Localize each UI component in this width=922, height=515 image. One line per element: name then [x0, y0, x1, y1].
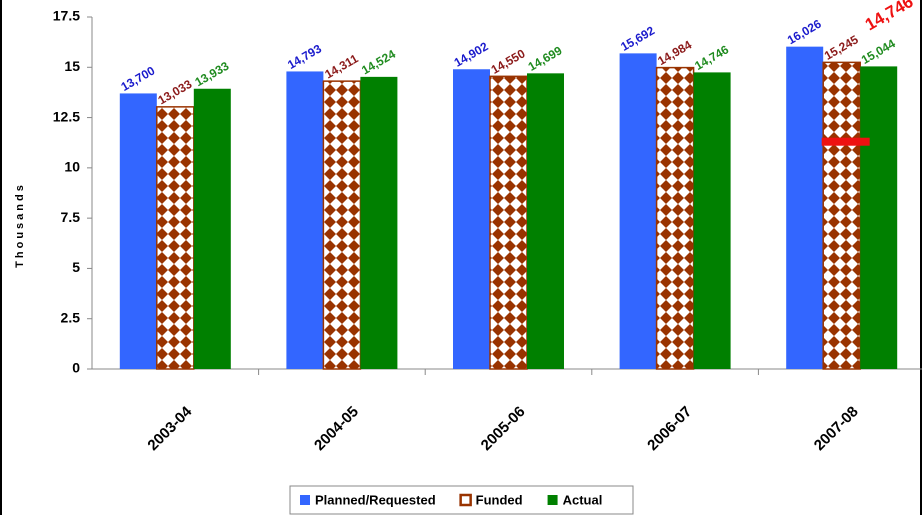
legend-label: Actual [563, 492, 603, 507]
y-axis-label: Thousands [14, 182, 26, 268]
value-label: 14,311 [322, 51, 360, 81]
bar [489, 75, 528, 370]
annotation: 14,746 [862, 0, 917, 34]
y-tick-label: 5 [72, 259, 80, 275]
value-label: 14,746 [692, 42, 731, 73]
value-label: 13,033 [155, 77, 194, 108]
value-label: 14,902 [452, 39, 491, 70]
legend-swatch [459, 493, 472, 507]
value-label: 15,245 [822, 32, 861, 63]
x-tick-label: 2004-05 [311, 403, 362, 454]
value-label: 14,984 [655, 37, 694, 68]
annotation-marker [821, 137, 870, 146]
bar [786, 46, 824, 369]
y-tick-label: 12.5 [53, 108, 80, 124]
bar [453, 69, 490, 370]
y-tick-label: 10 [64, 159, 80, 175]
bar [286, 71, 324, 369]
bar [527, 73, 564, 369]
bar [193, 88, 231, 370]
y-tick-label: 17.5 [53, 8, 80, 24]
y-tick-label: 15 [64, 58, 80, 74]
legend-swatch [547, 495, 558, 505]
y-tick-label: 7.5 [61, 209, 81, 225]
value-label: 13,700 [118, 63, 157, 94]
x-tick-label: 2003-04 [144, 403, 195, 454]
value-label: 14,524 [359, 47, 398, 78]
legend-swatch [300, 495, 310, 505]
bar [619, 53, 657, 369]
legend-label: Funded [476, 492, 523, 507]
x-tick-label: 2007-08 [811, 403, 862, 454]
value-label: 14,793 [285, 41, 324, 72]
bar [693, 72, 731, 369]
y-tick-label: 2.5 [61, 309, 81, 325]
legend-label: Planned/Requested [315, 492, 436, 507]
value-label: 15,692 [618, 23, 657, 54]
bar [822, 61, 861, 370]
bar [322, 80, 362, 370]
x-tick-label: 2005-06 [478, 403, 529, 454]
value-label: 13,933 [192, 59, 231, 90]
bar [655, 66, 695, 370]
bar [860, 66, 898, 369]
value-label: 15,044 [859, 36, 898, 67]
bar [156, 106, 195, 370]
bar [119, 93, 157, 369]
bar [360, 76, 398, 370]
value-label: 16,026 [785, 17, 824, 48]
value-label: 14,550 [489, 46, 528, 77]
y-tick-label: 0 [72, 360, 80, 376]
x-tick-label: 2006-07 [644, 403, 695, 454]
value-label: 14,699 [526, 43, 565, 74]
